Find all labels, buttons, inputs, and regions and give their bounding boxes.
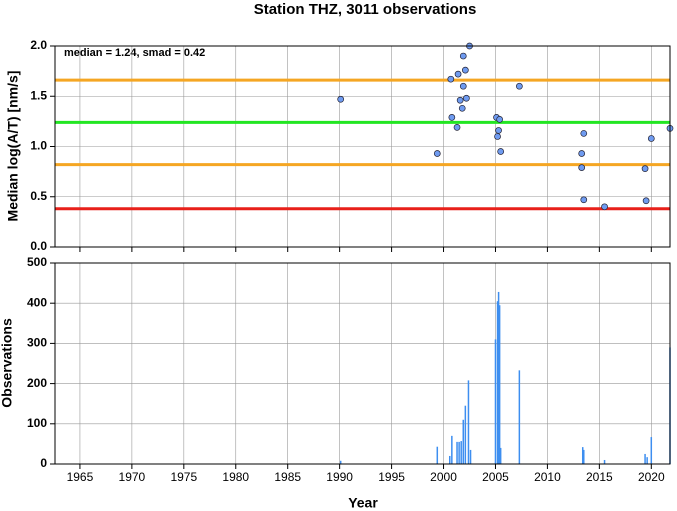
bar xyxy=(339,460,342,464)
bar xyxy=(497,291,500,464)
x-tick-label: 2010 xyxy=(534,470,561,484)
bar xyxy=(496,301,499,464)
point xyxy=(578,164,586,171)
x-tick-label: 2020 xyxy=(638,470,665,484)
y-tick-label: 200 xyxy=(27,376,47,390)
bar xyxy=(644,453,646,464)
bar xyxy=(462,419,465,464)
bar xyxy=(436,446,439,464)
y-axis-label: Median log(A/T) [nm/s] xyxy=(5,71,21,222)
y-tick-label: 2.0 xyxy=(30,38,47,52)
point xyxy=(497,148,505,155)
point xyxy=(641,165,649,172)
bar xyxy=(650,437,653,464)
bar xyxy=(646,457,648,464)
x-axis-label: Year xyxy=(348,495,378,511)
plot-frame xyxy=(54,262,671,465)
x-tick-label: 1990 xyxy=(326,470,353,484)
point xyxy=(447,75,455,83)
point xyxy=(463,94,470,102)
x-tick-label: 1985 xyxy=(274,470,301,484)
plot-frame xyxy=(54,45,671,248)
point xyxy=(580,196,588,204)
bar xyxy=(449,455,451,464)
annotation: median = 1.24, smad = 0.42 xyxy=(64,47,205,59)
x-tick-label: 1980 xyxy=(222,470,249,484)
point xyxy=(580,130,588,137)
y-tick-label: 100 xyxy=(27,416,47,430)
x-tick-label: 1995 xyxy=(378,470,405,484)
bar xyxy=(467,380,470,464)
point xyxy=(454,70,462,78)
point xyxy=(458,104,466,112)
bar xyxy=(581,447,584,464)
y-tick-label: 300 xyxy=(27,336,47,350)
bar xyxy=(464,405,467,464)
bar xyxy=(499,447,502,464)
point xyxy=(337,95,345,103)
bar xyxy=(456,441,458,464)
point xyxy=(496,116,503,123)
bar xyxy=(494,339,497,464)
point xyxy=(453,124,461,131)
bar xyxy=(518,370,521,464)
point xyxy=(647,135,655,142)
x-tick-label: 1970 xyxy=(119,470,146,484)
point xyxy=(601,203,608,211)
y-axis-label: Observations xyxy=(0,318,15,408)
x-tick-label: 1975 xyxy=(170,470,197,484)
x-tick-label: 2015 xyxy=(586,470,613,484)
point xyxy=(495,127,502,134)
point xyxy=(461,66,469,74)
bar xyxy=(498,305,501,464)
point xyxy=(459,82,467,90)
bar xyxy=(460,441,462,464)
bar xyxy=(469,449,472,464)
point xyxy=(578,150,586,157)
y-tick-label: 500 xyxy=(27,255,47,269)
point xyxy=(456,96,464,104)
point xyxy=(494,133,501,140)
point xyxy=(516,82,523,90)
y-tick-label: 1.5 xyxy=(30,88,47,102)
bar xyxy=(603,459,606,464)
point xyxy=(448,114,456,121)
point xyxy=(433,150,441,157)
bar xyxy=(451,435,453,464)
x-tick-label: 2000 xyxy=(430,470,457,484)
bar xyxy=(458,441,460,464)
y-tick-label: 400 xyxy=(27,295,47,309)
y-tick-label: 0 xyxy=(40,456,47,470)
chart-title: Station THZ, 3011 observations xyxy=(254,1,477,18)
bar xyxy=(583,449,585,464)
point xyxy=(459,52,467,60)
y-tick-label: 0.5 xyxy=(30,189,47,203)
point xyxy=(642,197,650,205)
x-tick-label: 2005 xyxy=(482,470,509,484)
y-tick-label: 1.0 xyxy=(30,139,47,153)
x-tick-label: 1965 xyxy=(67,470,94,484)
y-tick-label: 0.0 xyxy=(30,239,47,253)
